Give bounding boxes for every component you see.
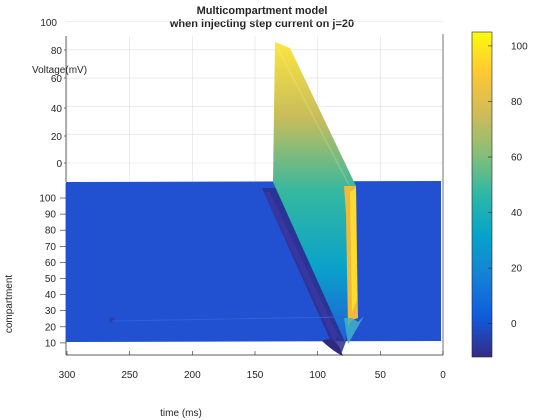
- x-axis: 300 250 200 150 100 50 0: [59, 351, 446, 381]
- wavefront-highlight: [285, 64, 295, 79]
- colorbar-tick-label: 100: [511, 41, 528, 52]
- y-tick-label: 50: [45, 274, 57, 285]
- x-tick-label: 50: [375, 370, 387, 381]
- voltage-surface: [66, 42, 441, 356]
- y-tick-label: 20: [45, 322, 57, 333]
- y-tick-label: 40: [45, 290, 57, 301]
- z-tick-label: 80: [51, 46, 63, 57]
- z-tick-label: 0: [56, 159, 62, 170]
- wavefront-highlight: [290, 74, 300, 89]
- wavefront-highlight: [275, 45, 285, 59]
- colorbar-gradient: [471, 31, 493, 358]
- x-tick-label: 200: [184, 370, 201, 381]
- z-tick-label: 100: [40, 18, 57, 29]
- colorbar-tick-label: 40: [511, 208, 523, 219]
- y-axis: 100 90 80 70 60 50 40 30 20 10: [39, 194, 66, 349]
- z-tick-label: 20: [51, 132, 63, 143]
- wavefront-highlight: [331, 153, 341, 168]
- resting-plane: [66, 181, 441, 342]
- x-tick-label: 150: [247, 370, 264, 381]
- x-axis-label: time (ms): [160, 408, 202, 419]
- x-tick-label: 250: [121, 370, 138, 381]
- y-tick-label: 90: [45, 210, 57, 221]
- wavefront-highlight: [300, 94, 310, 109]
- injection-ridge-highlight: [350, 188, 357, 312]
- colorbar: 100 80 60 40 20 0: [471, 31, 528, 358]
- z-axis-label: Voltage(mV): [32, 65, 87, 76]
- wavefront-highlight: [316, 123, 326, 138]
- colorbar-tick-label: 0: [511, 319, 517, 330]
- x-tick-label: 300: [59, 370, 76, 381]
- trace-marker: [109, 317, 115, 323]
- colorbar-tick-label: 60: [511, 153, 523, 164]
- colorbar-tick-label: 20: [511, 264, 523, 275]
- chart-subtitle: when injecting step current on j=20: [169, 18, 354, 30]
- chart-title: Multicompartment model: [197, 5, 328, 17]
- y-tick-label: 60: [45, 258, 57, 269]
- wavefront-highlight: [280, 54, 290, 69]
- afterdip: [322, 339, 343, 356]
- colorbar-tick-label: 80: [511, 97, 523, 108]
- y-axis-label: compartment: [4, 275, 15, 334]
- y-tick-label: 30: [45, 306, 57, 317]
- trace-line: [111, 316, 343, 322]
- injection-foot: [344, 316, 364, 344]
- x-tick-label: 0: [440, 370, 446, 381]
- trough-core: [264, 192, 338, 342]
- y-tick-label: 70: [45, 242, 57, 253]
- z-tick-label: 60: [51, 74, 63, 85]
- wavefront-highlight: [311, 114, 321, 128]
- wavefront-highlight: [321, 133, 331, 148]
- wavefront-highlight: [341, 173, 351, 187]
- y-tick-label: 100: [39, 194, 56, 205]
- y-tick-label: 80: [45, 226, 57, 237]
- z-tick-label: 40: [51, 104, 63, 115]
- wavefront-highlight: [295, 84, 305, 99]
- spike-wavefront: [273, 42, 356, 342]
- z-axis: 100 80 60 40 20 0: [40, 18, 66, 170]
- wavefront-highlight: [326, 143, 336, 158]
- wavefront-highlight: [336, 163, 346, 178]
- wavefront-highlight: [305, 104, 315, 118]
- x-tick-label: 100: [309, 370, 326, 381]
- y-tick-label: 10: [45, 338, 57, 349]
